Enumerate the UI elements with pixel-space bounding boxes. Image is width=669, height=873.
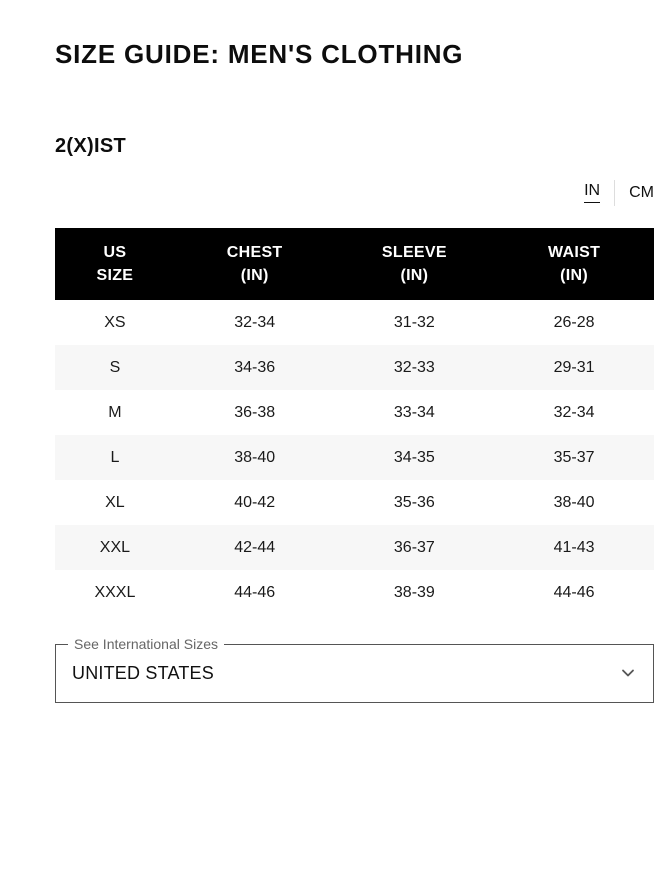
cell-sleeve: 31-32 xyxy=(393,313,435,331)
table-row: M 36-38 33-34 32-34 xyxy=(55,390,654,435)
cell-sleeve: 38-39 xyxy=(393,583,435,601)
header-line: CHEST xyxy=(226,244,283,261)
unit-toggle-divider xyxy=(614,180,616,206)
unit-cm-button[interactable]: CM xyxy=(629,184,654,201)
table-header-row: US SIZE CHEST (IN) SLEEVE (IN) WAIST (IN… xyxy=(55,228,654,300)
cell-chest: 42-44 xyxy=(234,538,276,556)
cell-chest: 44-46 xyxy=(234,583,276,601)
cell-waist: 29-31 xyxy=(553,358,595,376)
column-header-us-size: US SIZE xyxy=(55,228,175,300)
header-line: SLEEVE xyxy=(381,244,447,261)
table-row: S 34-36 32-33 29-31 xyxy=(55,345,654,390)
cell-waist: 35-37 xyxy=(553,448,595,466)
page-title: SIZE GUIDE: MEN'S CLOTHING xyxy=(55,39,464,69)
unit-toggle: IN CM xyxy=(55,180,654,206)
cell-us-size: M xyxy=(108,403,122,421)
column-header-chest: CHEST (IN) xyxy=(175,228,335,300)
cell-sleeve: 34-35 xyxy=(393,448,435,466)
cell-us-size: XS xyxy=(104,313,126,331)
cell-waist: 44-46 xyxy=(553,583,595,601)
size-table: US SIZE CHEST (IN) SLEEVE (IN) WAIST (IN… xyxy=(55,228,654,615)
cell-us-size: L xyxy=(110,448,120,466)
table-row: XXXL 44-46 38-39 44-46 xyxy=(55,570,654,615)
cell-chest: 32-34 xyxy=(234,313,276,331)
cell-us-size: XL xyxy=(105,493,125,511)
cell-chest: 40-42 xyxy=(234,493,276,511)
cell-chest: 38-40 xyxy=(234,448,276,466)
content-column: SIZE GUIDE: MEN'S CLOTHING 2(X)IST IN CM… xyxy=(55,39,654,704)
international-sizes-label: See International Sizes xyxy=(74,636,218,652)
brand-name: 2(X)IST xyxy=(55,135,126,157)
header-line: SIZE xyxy=(96,267,134,284)
cell-chest: 34-36 xyxy=(234,358,276,376)
header-line: (IN) xyxy=(560,267,589,284)
cell-sleeve: 35-36 xyxy=(393,493,435,511)
cell-sleeve: 32-33 xyxy=(393,358,435,376)
cell-waist: 38-40 xyxy=(553,493,595,511)
table-row: XXL 42-44 36-37 41-43 xyxy=(55,525,654,570)
cell-sleeve: 36-37 xyxy=(393,538,435,556)
table-row: XS 32-34 31-32 26-28 xyxy=(55,300,654,345)
cell-chest: 36-38 xyxy=(234,403,276,421)
cell-us-size: XXL xyxy=(99,538,131,556)
header-line: (IN) xyxy=(240,267,269,284)
unit-in-button[interactable]: IN xyxy=(584,183,601,203)
cell-waist: 26-28 xyxy=(553,313,595,331)
cell-us-size: XXXL xyxy=(94,583,136,601)
table-row: L 38-40 34-35 35-37 xyxy=(55,435,654,480)
header-line: WAIST xyxy=(548,244,601,261)
header-line: (IN) xyxy=(400,267,429,284)
selected-country-value: UNITED STATES xyxy=(72,662,214,683)
cell-us-size: S xyxy=(109,358,121,376)
select-row[interactable]: UNITED STATES xyxy=(68,652,641,702)
column-header-sleeve: SLEEVE (IN) xyxy=(335,228,495,300)
international-sizes-select[interactable]: See International Sizes UNITED STATES xyxy=(55,636,654,704)
table-row: XL 40-42 35-36 38-40 xyxy=(55,480,654,525)
header-line: US xyxy=(103,244,127,261)
cell-sleeve: 33-34 xyxy=(393,403,435,421)
chevron-down-icon xyxy=(619,664,637,682)
cell-waist: 41-43 xyxy=(553,538,595,556)
cell-waist: 32-34 xyxy=(553,403,595,421)
column-header-waist: WAIST (IN) xyxy=(494,228,654,300)
